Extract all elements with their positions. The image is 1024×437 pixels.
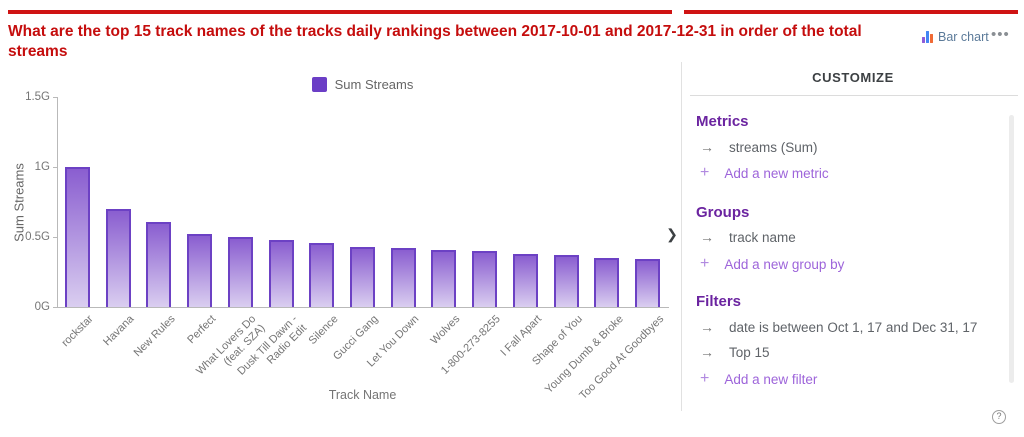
bar-chart-icon xyxy=(922,31,933,43)
y-tick-label: 0.5G xyxy=(25,231,50,243)
add-group-label: Add a new group by xyxy=(724,256,845,272)
y-tick-mark xyxy=(53,167,57,168)
plus-icon: + xyxy=(700,164,710,181)
arrow-icon: → xyxy=(700,344,714,360)
x-tick-label: New Rules xyxy=(131,313,178,360)
y-tick-mark xyxy=(53,237,57,238)
customize-header-rule xyxy=(690,95,1018,96)
bar-dusk-till-dawn-radio-edit[interactable] xyxy=(268,239,294,307)
bar-rockstar[interactable] xyxy=(64,167,90,307)
filter-date-label: date is between Oct 1, 17 and Dec 31, 17 xyxy=(729,319,978,335)
filter-top15-label: Top 15 xyxy=(729,344,770,360)
bar-perfect[interactable] xyxy=(187,234,213,307)
section-title-groups: Groups xyxy=(696,204,750,221)
legend-swatch xyxy=(311,77,327,92)
panel-scrollbar[interactable] xyxy=(1009,115,1014,383)
x-axis-title: Track Name xyxy=(328,388,397,402)
arrow-icon: → xyxy=(700,319,714,335)
add-filter-label: Add a new filter xyxy=(724,371,818,387)
more-options-icon[interactable]: ••• xyxy=(991,26,1010,43)
arrow-icon: → xyxy=(700,229,714,245)
chart-type-selector[interactable]: Bar chart xyxy=(922,30,989,44)
arrow-icon: → xyxy=(700,139,714,155)
bar-silence[interactable] xyxy=(309,242,335,307)
bar-i-fall-apart[interactable] xyxy=(512,253,538,307)
customize-panel: CUSTOMIZE xyxy=(682,60,1024,96)
bar-shape-of-you[interactable] xyxy=(553,255,579,307)
x-tick-label: Silence xyxy=(306,313,341,347)
bar-young-dumb-broke[interactable] xyxy=(594,258,620,307)
chart-type-label: Bar chart xyxy=(938,30,989,44)
collapse-panel-chevron-icon[interactable]: ❯ xyxy=(666,226,678,242)
bar-new-rules[interactable] xyxy=(146,221,172,307)
help-icon[interactable]: ? xyxy=(992,410,1006,424)
customize-header: CUSTOMIZE xyxy=(812,70,894,85)
metric-item-label: streams (Sum) xyxy=(729,139,818,155)
x-tick-label: rockstar xyxy=(59,313,96,350)
x-axis-line xyxy=(57,307,669,308)
top-red-rule-left xyxy=(8,10,672,14)
x-tick-label: Wolves xyxy=(428,313,463,347)
y-axis-line xyxy=(57,97,58,308)
y-tick-label: 1.5G xyxy=(25,91,50,103)
filter-item-top15[interactable]: → Top 15 xyxy=(700,344,770,360)
panel-divider-line xyxy=(681,62,682,411)
legend-label: Sum Streams xyxy=(334,77,414,92)
add-filter-button[interactable]: + Add a new filter xyxy=(700,370,817,388)
bar-let-you-down[interactable] xyxy=(390,248,416,307)
bar-too-good-at-goodbyes[interactable] xyxy=(635,259,661,307)
plus-icon: + xyxy=(700,255,710,272)
add-metric-label: Add a new metric xyxy=(724,165,829,181)
bar-what-lovers-do-feat-sza[interactable] xyxy=(227,237,253,307)
bar-gucci-gang[interactable] xyxy=(350,246,375,307)
group-item-label: track name xyxy=(729,229,796,245)
y-tick-mark xyxy=(53,97,57,98)
add-metric-button[interactable]: + Add a new metric xyxy=(700,164,829,182)
question-title: What are the top 15 track names of the t… xyxy=(8,23,862,60)
y-tick-label: 1G xyxy=(34,161,50,173)
bar-havana[interactable] xyxy=(105,209,131,307)
group-item[interactable]: → track name xyxy=(700,229,796,245)
chart-legend[interactable]: Sum Streams xyxy=(57,77,668,92)
section-title-metrics: Metrics xyxy=(696,113,749,130)
add-group-button[interactable]: + Add a new group by xyxy=(700,255,844,273)
x-tick-label: Havana xyxy=(101,313,137,349)
bar-wolves[interactable] xyxy=(431,249,457,307)
metric-item[interactable]: → streams (Sum) xyxy=(700,139,818,155)
x-tick-label: Young Dumb & Broke xyxy=(542,313,626,397)
x-tick-label: Perfect xyxy=(184,313,219,347)
section-title-filters: Filters xyxy=(696,293,742,310)
bar-chart: Sum Streams Sum Streams Track Name 0G 0.5… xyxy=(12,77,669,402)
filter-item-date[interactable]: → date is between Oct 1, 17 and Dec 31, … xyxy=(700,319,977,335)
y-tick-mark xyxy=(53,307,57,308)
bar-1-800-273-8255[interactable] xyxy=(472,251,498,307)
plus-icon: + xyxy=(700,370,710,387)
top-red-rule-right xyxy=(684,10,1018,14)
y-tick-label: 0G xyxy=(34,301,50,313)
